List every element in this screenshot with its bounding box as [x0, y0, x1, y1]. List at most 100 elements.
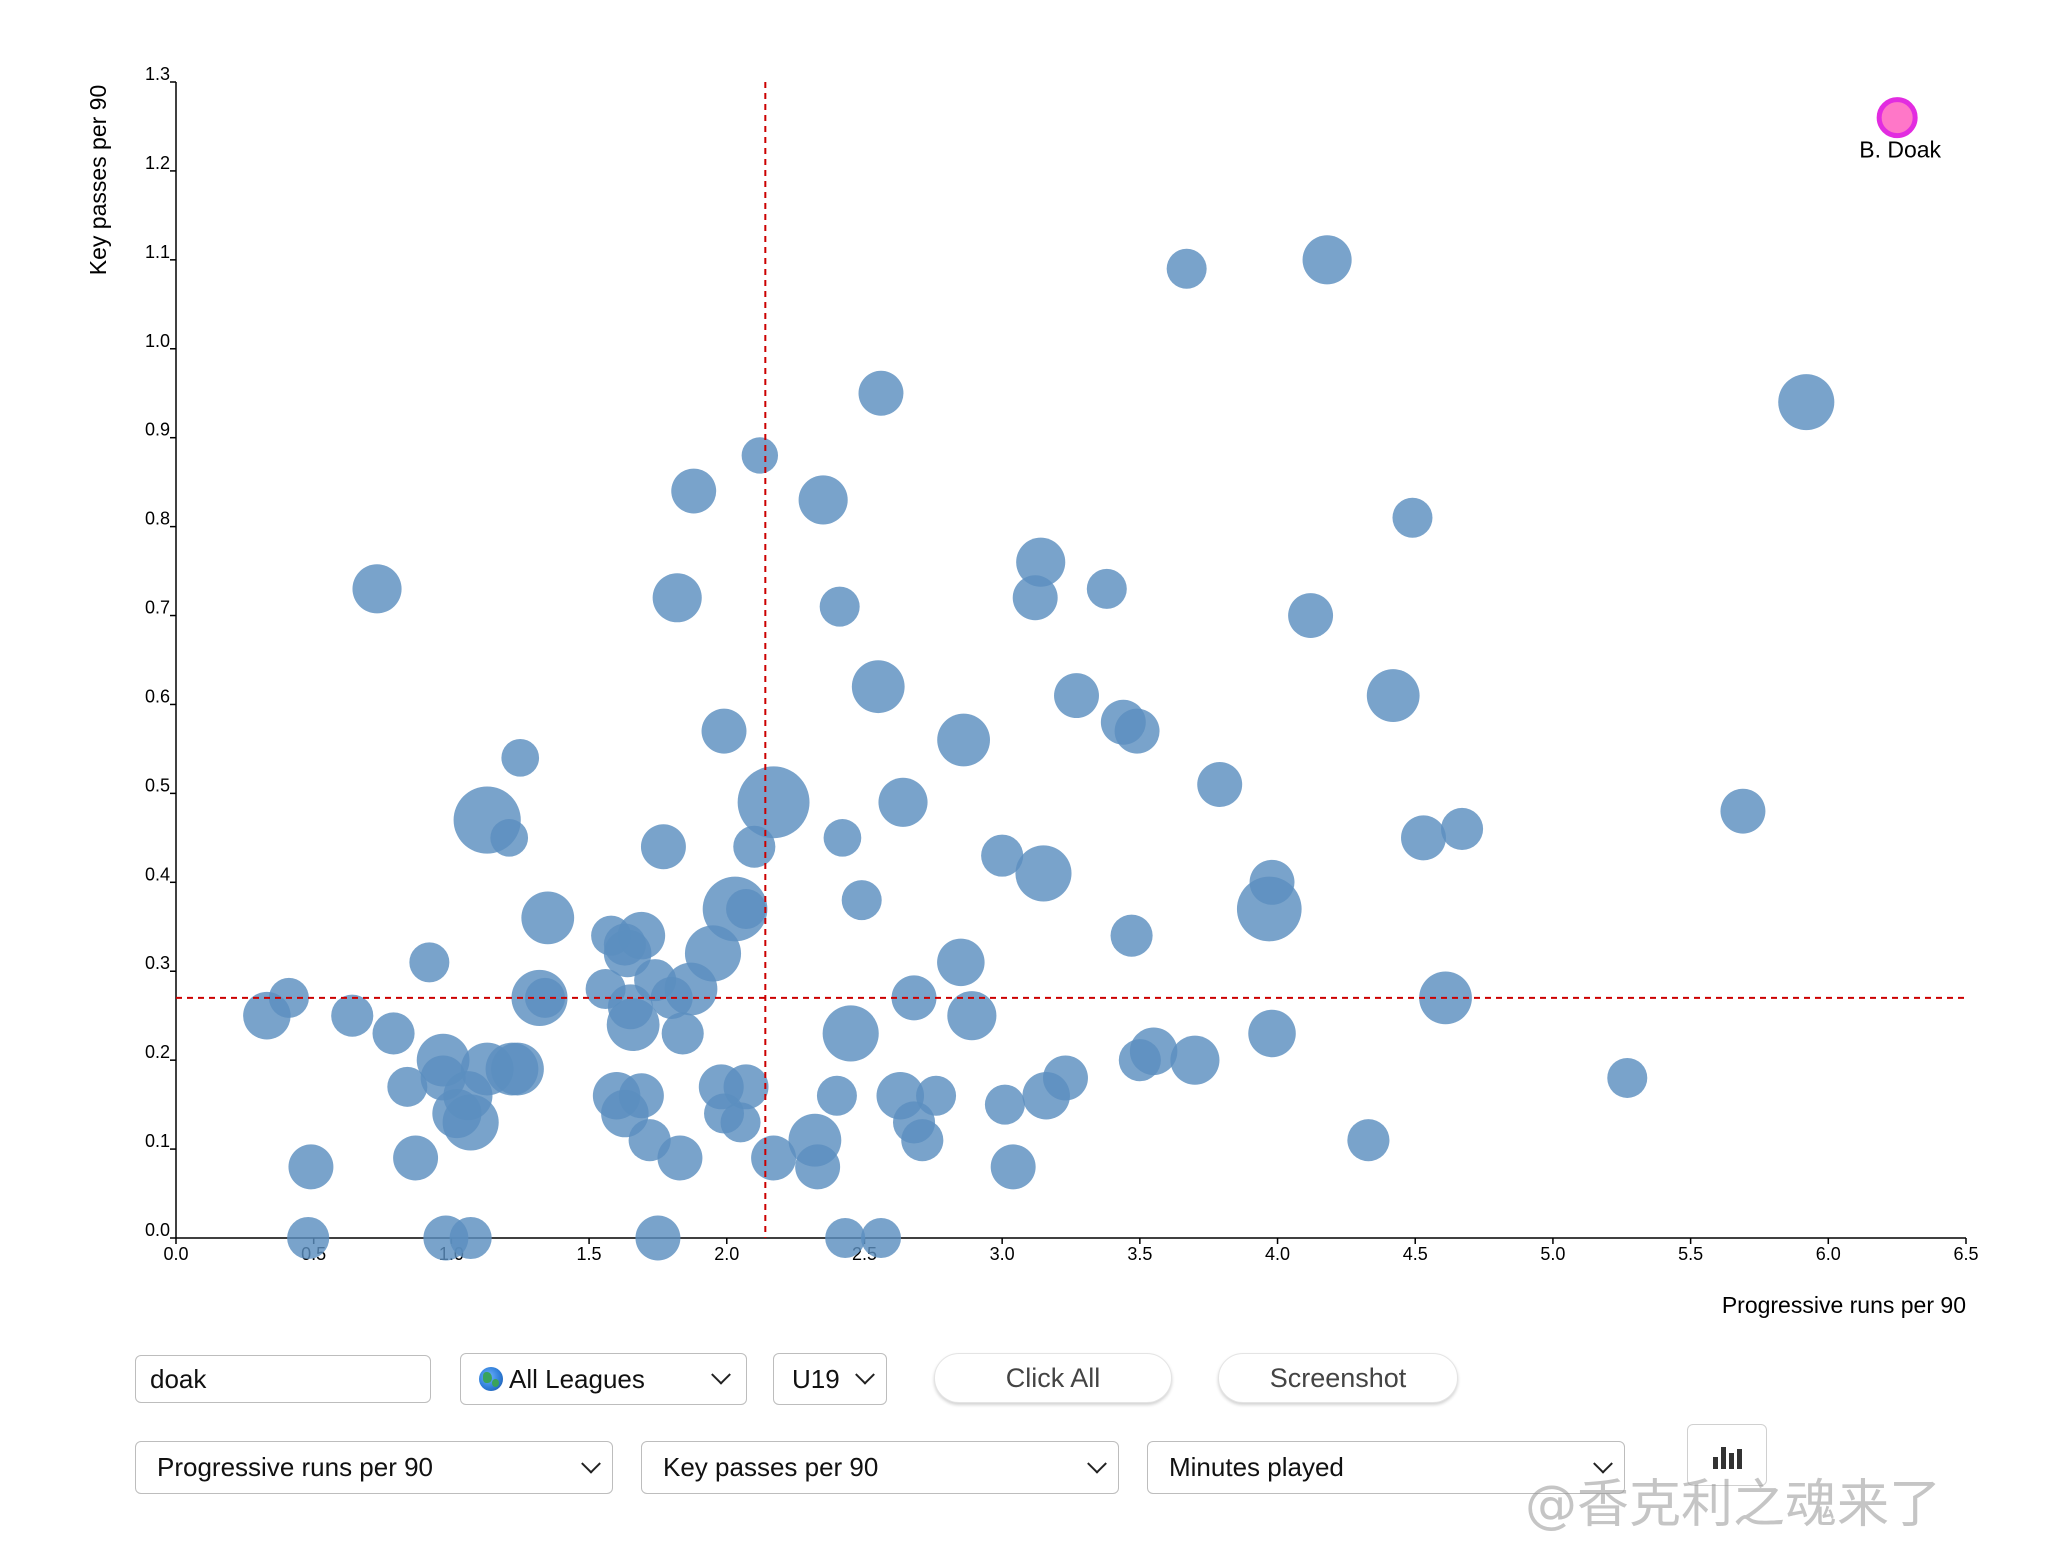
data-point — [409, 942, 450, 983]
data-point — [387, 1066, 428, 1107]
data-point — [720, 1102, 761, 1143]
data-point — [798, 475, 848, 525]
y-tick-label: 0.8 — [145, 509, 170, 529]
x-tick-label: 4.0 — [1265, 1244, 1290, 1264]
age-select[interactable]: U19 — [773, 1353, 887, 1405]
globe-icon — [479, 1367, 503, 1391]
data-point — [1043, 1055, 1088, 1101]
data-point — [1720, 788, 1766, 834]
data-point — [851, 660, 905, 714]
data-point — [1401, 815, 1446, 861]
data-point — [901, 1119, 944, 1162]
data-point — [1118, 1039, 1161, 1082]
y-tick-label: 0.0 — [145, 1220, 170, 1240]
league-select-value: All Leagues — [509, 1363, 645, 1394]
league-select[interactable]: All Leagues — [460, 1353, 747, 1405]
data-point — [823, 819, 862, 857]
chevron-down-icon — [855, 1364, 875, 1385]
data-point — [819, 586, 860, 627]
data-point — [1016, 537, 1066, 587]
data-point — [916, 1075, 957, 1116]
data-point — [1114, 708, 1160, 754]
data-point — [671, 468, 717, 514]
y-tick-label: 0.3 — [145, 953, 170, 973]
size-metric-select[interactable]: Minutes played — [1147, 1441, 1625, 1494]
data-point — [501, 738, 540, 777]
data-point — [1607, 1057, 1648, 1098]
chevron-down-icon — [1087, 1453, 1107, 1474]
y-tick-label: 1.1 — [145, 242, 170, 262]
data-point — [1392, 497, 1433, 538]
data-point — [990, 1144, 1036, 1190]
data-point — [741, 437, 779, 474]
data-point — [1166, 248, 1207, 289]
data-point — [1366, 669, 1420, 722]
x-tick-label: 3.5 — [1127, 1244, 1152, 1264]
data-point — [490, 819, 529, 857]
data-point — [521, 891, 575, 945]
screenshot-button[interactable]: Screenshot — [1218, 1353, 1458, 1403]
x-metric-value: Progressive runs per 90 — [157, 1452, 434, 1482]
data-point — [1086, 568, 1127, 609]
data-point — [937, 713, 990, 767]
y-metric-select[interactable]: Key passes per 90 — [641, 1441, 1119, 1494]
y-tick-label: 1.0 — [145, 331, 170, 351]
data-point — [841, 880, 882, 921]
data-point — [1248, 1009, 1296, 1058]
y-tick-label: 0.2 — [145, 1042, 170, 1062]
screenshot-label: Screenshot — [1269, 1362, 1407, 1393]
data-point — [825, 1218, 866, 1258]
data-point — [1015, 845, 1072, 902]
click-all-label: Click All — [1005, 1362, 1101, 1393]
x-metric-select[interactable]: Progressive runs per 90 — [135, 1441, 613, 1494]
data-point — [635, 1215, 681, 1261]
data-point — [393, 1135, 439, 1181]
data-point — [288, 1144, 334, 1190]
data-point — [1302, 235, 1352, 285]
x-tick-label: 1.5 — [577, 1244, 602, 1264]
data-point — [652, 573, 702, 623]
click-all-button[interactable]: Click All — [934, 1353, 1172, 1403]
data-point — [1054, 673, 1099, 719]
data-point — [860, 1218, 901, 1258]
data-point — [737, 766, 810, 839]
data-point — [1440, 807, 1484, 851]
y-tick-label: 0.5 — [145, 775, 170, 795]
data-point — [287, 1216, 330, 1260]
highlighted-point-label: B. Doak — [1859, 137, 1941, 163]
x-tick-label: 6.0 — [1816, 1244, 1841, 1264]
y-tick-label: 1.3 — [145, 64, 170, 84]
data-point — [1197, 762, 1243, 807]
x-tick-label: 2.0 — [714, 1244, 739, 1264]
data-point — [1778, 374, 1835, 431]
data-point — [352, 564, 402, 614]
data-point — [420, 1055, 466, 1101]
data-point — [331, 994, 374, 1037]
player-search-input[interactable] — [135, 1355, 431, 1403]
data-point — [1288, 593, 1334, 639]
y-tick-label: 1.2 — [145, 153, 170, 173]
data-point — [981, 834, 1024, 877]
data-point — [491, 1042, 544, 1096]
data-point — [947, 991, 997, 1041]
reference-lines — [176, 82, 1966, 1238]
watermark: @香克利之魂来了 — [1525, 1475, 1942, 1535]
data-point — [432, 1088, 482, 1139]
data-point — [591, 915, 632, 956]
labels: B. Doak — [1859, 97, 1942, 163]
data-point — [726, 888, 767, 929]
axes: 0.00.51.01.52.02.53.03.54.04.55.05.56.06… — [85, 64, 1979, 1318]
data-point — [751, 1135, 797, 1181]
data-point — [1012, 575, 1058, 621]
data-point — [1170, 1035, 1220, 1085]
data-point — [640, 824, 686, 870]
x-tick-label: 0.0 — [163, 1244, 188, 1264]
chart-type-button[interactable] — [1687, 1424, 1767, 1486]
data-point — [733, 825, 776, 868]
y-tick-label: 0.7 — [145, 598, 170, 618]
scatter-chart: 0.00.51.01.52.02.53.03.54.04.55.05.56.06… — [85, 64, 1979, 1318]
data-point — [816, 1075, 857, 1116]
data-point — [858, 370, 904, 416]
data-point — [984, 1084, 1025, 1125]
data-point — [585, 969, 626, 1010]
